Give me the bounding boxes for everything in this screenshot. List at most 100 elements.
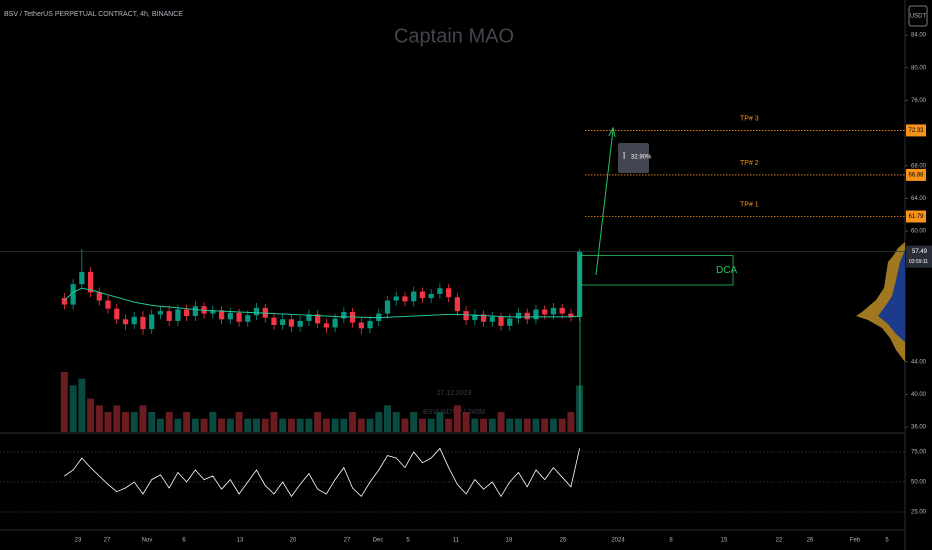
currency: USDT xyxy=(910,14,927,20)
candle-body xyxy=(367,320,373,329)
candle-body xyxy=(419,291,426,299)
volume-bar xyxy=(287,418,295,432)
x-tick-label: Nov xyxy=(142,538,153,544)
candle-body xyxy=(297,320,303,327)
candle-body xyxy=(463,311,469,321)
volume-bar xyxy=(226,418,234,432)
osc-tick-label: 75.00 xyxy=(911,450,927,456)
volume-bar xyxy=(453,405,461,432)
candle-body xyxy=(288,319,295,327)
volume-bar xyxy=(305,418,313,432)
volume-bar xyxy=(165,412,173,432)
y-tick-label: 60.00 xyxy=(911,229,927,235)
volume-bar xyxy=(270,412,278,432)
osc-tick-label: 25.00 xyxy=(911,510,927,516)
x-tick-label: 13 xyxy=(237,538,244,544)
volume-bar xyxy=(392,412,400,432)
volume-bar xyxy=(209,412,217,432)
candle-body xyxy=(454,297,460,312)
candle-body xyxy=(306,314,312,321)
volume-bar xyxy=(497,412,505,432)
volume-bar xyxy=(279,418,287,432)
candle-body xyxy=(105,300,111,309)
candle-body xyxy=(184,309,190,317)
x-tick-label: 8 xyxy=(669,538,673,544)
volume-bar xyxy=(235,412,243,432)
measure-box xyxy=(618,143,649,173)
candle-body xyxy=(332,318,338,328)
x-tick-label: 27 xyxy=(104,538,111,544)
oscillator-line xyxy=(64,447,581,498)
moving-average xyxy=(64,287,580,319)
volume-bar xyxy=(549,418,557,432)
osc-tick-label: 50.00 xyxy=(911,480,927,486)
candle-body xyxy=(358,322,364,329)
watermark-date: 27.12.2023 xyxy=(436,390,471,397)
volume-bar xyxy=(314,412,322,432)
candle-body xyxy=(341,311,347,319)
candle-body xyxy=(218,310,225,320)
chart-title: Captain MAO xyxy=(394,25,514,47)
volume-bar xyxy=(200,418,208,432)
y-tick-label: 76.00 xyxy=(911,98,927,104)
candle-body xyxy=(96,292,102,301)
candle-body xyxy=(507,318,513,326)
candle-body xyxy=(498,316,504,326)
candle-body xyxy=(480,314,487,322)
x-tick-label: 2024 xyxy=(611,538,625,544)
volume-bar xyxy=(139,405,147,432)
candle-body xyxy=(323,323,329,328)
candle-body xyxy=(131,316,137,325)
candle-body xyxy=(428,293,434,299)
x-tick-label: 26 xyxy=(807,538,814,544)
volume-bar xyxy=(340,418,348,432)
volume-bar xyxy=(532,418,540,432)
candle-body xyxy=(192,306,198,317)
volume-bar xyxy=(87,398,95,432)
x-tick-label: 6 xyxy=(182,538,186,544)
volume-bar xyxy=(78,378,86,432)
volume-bar xyxy=(253,418,260,432)
y-tick-label: 64.00 xyxy=(911,196,927,202)
volume-bar xyxy=(445,418,453,432)
tp-price-box xyxy=(906,210,926,223)
candle-body xyxy=(437,288,443,294)
candle-body xyxy=(559,307,565,314)
tp-price-box xyxy=(906,168,926,181)
volume-profile-outer xyxy=(856,242,905,362)
tp-label: TP# 1 xyxy=(740,201,759,208)
volume-bar xyxy=(506,418,514,432)
volume-bar xyxy=(244,418,252,432)
candle-body xyxy=(227,312,233,320)
volume-bar xyxy=(130,412,138,432)
currency-box[interactable] xyxy=(908,5,928,27)
x-tick-label: 23 xyxy=(75,538,82,544)
candle-body xyxy=(542,309,548,315)
candle-body xyxy=(245,315,251,322)
price-box xyxy=(906,245,932,268)
dca-label: DCA xyxy=(716,265,737,276)
volume-bar xyxy=(60,372,68,432)
candle-body xyxy=(166,311,172,321)
volume-bar xyxy=(410,412,418,432)
volume-bar xyxy=(113,405,121,432)
current-price: 57.49 xyxy=(912,249,928,255)
volume-bar xyxy=(218,418,226,432)
volume-bar xyxy=(462,412,470,432)
volume-bar xyxy=(122,412,129,432)
volume-bar xyxy=(183,412,191,432)
candle-body xyxy=(157,311,164,315)
candle-body xyxy=(472,314,478,321)
x-tick-label: 25 xyxy=(560,538,567,544)
candle-body xyxy=(61,298,67,305)
volume-bar xyxy=(418,418,426,432)
y-tick-label: 36.00 xyxy=(911,425,927,431)
candle-body xyxy=(533,309,539,320)
tp-price-box xyxy=(906,124,926,137)
x-tick-label: Feb xyxy=(850,538,861,544)
y-tick-label: 40.00 xyxy=(911,392,927,398)
candle-body xyxy=(122,319,129,325)
x-tick-label: 27 xyxy=(344,538,351,544)
candle-body xyxy=(524,312,530,320)
